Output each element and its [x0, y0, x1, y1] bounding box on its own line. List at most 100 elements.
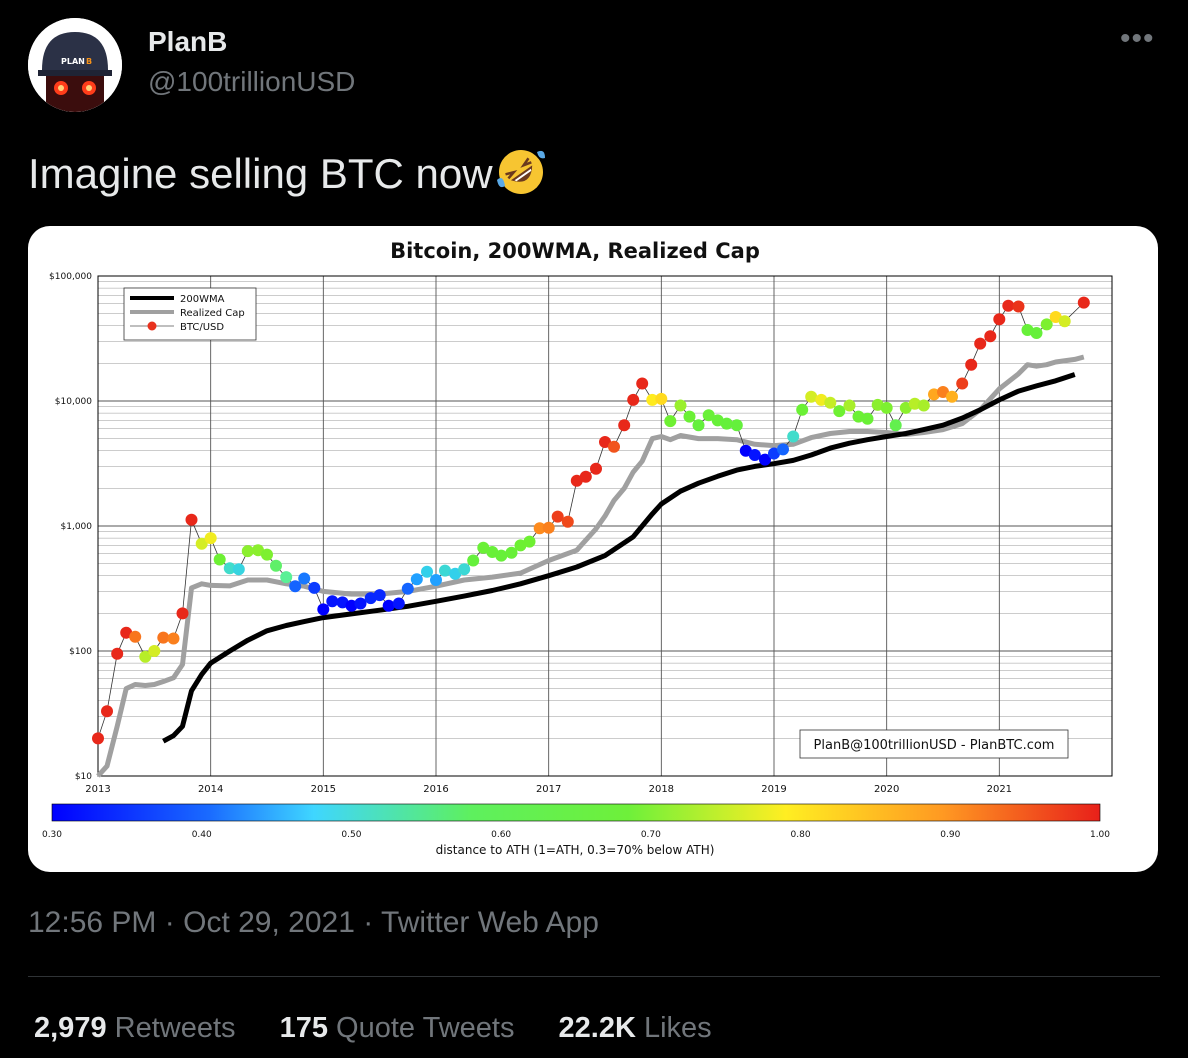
divider [28, 976, 1160, 977]
retweets-count: 2,979 [34, 1012, 107, 1044]
btc-price-point [551, 510, 564, 523]
btc-price-point [326, 595, 339, 608]
btc-price-point [861, 412, 874, 425]
btc-price-point [223, 562, 236, 575]
btc-price-point [523, 535, 536, 548]
avatar[interactable]: PLAN B [28, 18, 122, 112]
btc-price-point [421, 565, 433, 578]
y-tick-label: $10,000 [55, 397, 92, 407]
meta-separator-2: · [363, 906, 374, 939]
more-options-icon[interactable]: ••• [1120, 22, 1155, 55]
chart-major-grid [97, 275, 1112, 777]
x-tick-label: 2014 [198, 784, 223, 795]
btc-price-point [1030, 327, 1043, 339]
author-handle[interactable]: @100trillionUSD [148, 66, 356, 97]
y-tick-label: $100 [69, 647, 92, 657]
btc-price-point [148, 645, 161, 657]
btc-price-point [542, 521, 555, 534]
btc-price-point [185, 513, 198, 526]
colorbar [51, 803, 1101, 822]
btc-price-point [993, 313, 1006, 326]
btc-price-point [204, 532, 217, 545]
colorbar-tick-label: 0.70 [641, 830, 661, 840]
btc-price-point [495, 549, 508, 562]
btc-price-point [533, 522, 546, 535]
btc-price-point [129, 630, 142, 643]
chart-title: Bitcoin, 200WMA, Realized Cap [390, 239, 760, 263]
btc-price-point [627, 393, 640, 406]
colorbar-tick-label: 0.80 [791, 830, 811, 840]
btc-price-point [308, 581, 321, 594]
tweet-meta: 12:56 PM · Oct 29, 2021 · Twitter Web Ap… [28, 906, 599, 940]
btc-price-point [176, 607, 189, 620]
btc-price-point [974, 337, 987, 350]
tweet-date[interactable]: Oct 29, 2021 [183, 906, 355, 939]
colorbar-tick-label: 0.50 [341, 830, 361, 840]
btc-price-point [401, 582, 414, 595]
y-axis: $10 $100 $1,000 $10,000 $100,000 [49, 272, 92, 782]
btc-price-point [946, 390, 958, 403]
btc-price-point [880, 401, 893, 414]
colorbar-tick-label: 0.60 [491, 830, 511, 840]
btc-price-point [646, 393, 659, 406]
btc-price-point [392, 597, 405, 610]
btc-price-point [486, 546, 499, 558]
tweet-media-chart[interactable]: Bitcoin, 200WMA, Realized Cap $10 $100 $1,… [28, 226, 1158, 872]
btc-price-point [449, 567, 462, 580]
btc-price-point [261, 548, 273, 561]
x-tick-label: 2020 [874, 784, 899, 795]
retweets-label: Retweets [114, 1012, 236, 1044]
btc-price-point [195, 537, 208, 550]
quote-tweets-stat[interactable]: 175 Quote Tweets [280, 1012, 515, 1044]
btc-price-point [759, 453, 771, 466]
colorbar-ticks: 0.30 0.40 0.50 0.60 0.70 0.80 0.90 1.00 [42, 830, 1110, 840]
author-name[interactable]: PlanB [148, 26, 228, 57]
retweets-stat[interactable]: 2,979 Retweets [34, 1012, 236, 1044]
chart-price-points [92, 296, 1090, 745]
colorbar-label: distance to ATH (1=ATH, 0.3=70% below AT… [436, 843, 715, 857]
chart-watermark: PlanB@100trillionUSD - PlanBTC.com [799, 729, 1069, 759]
btc-price-point [796, 403, 809, 416]
btc-price-point [458, 563, 471, 576]
btc-price-point [739, 444, 752, 457]
btc-price-point [505, 546, 518, 559]
chart-legend: 200WMA Realized Cap BTC/USD [123, 287, 257, 341]
btc-price-point [280, 571, 293, 584]
btc-price-point [561, 515, 574, 528]
btc-price-point [692, 419, 705, 432]
legend-realized-cap: Realized Cap [180, 308, 245, 319]
btc-price-point [674, 399, 687, 412]
btc-price-point [599, 436, 611, 448]
btc-price-point [120, 626, 133, 639]
btc-price-point [570, 474, 583, 487]
btc-price-point [213, 553, 226, 566]
likes-stat[interactable]: 22.2K Likes [559, 1012, 712, 1044]
btc-price-point [270, 559, 282, 572]
btc-price-point [317, 603, 330, 616]
btc-price-point [608, 440, 620, 453]
avatar-image: PLAN B [28, 18, 122, 112]
avatar-cap-text: PLAN [61, 57, 85, 66]
btc-price-point [965, 358, 978, 371]
legend-btc-usd: BTC/USD [180, 322, 224, 333]
btc-price-point [618, 419, 631, 432]
btc-price-point [373, 589, 386, 602]
btc-price-point [889, 419, 902, 432]
x-tick-label: 2019 [761, 784, 786, 795]
btc-price-point [579, 470, 592, 483]
btc-price-point [92, 732, 104, 745]
btc-price-point [956, 377, 969, 390]
chart-series-lines [96, 302, 1085, 778]
tweet-stats: 2,979 Retweets 175 Quote Tweets 22.2K Li… [34, 1012, 748, 1045]
btc-price-point [655, 392, 668, 405]
meta-separator: · [164, 906, 175, 939]
tweet-source[interactable]: Twitter Web App [381, 906, 599, 939]
watermark-text: PlanB@100trillionUSD - PlanBTC.com [814, 738, 1055, 753]
btc-price-point [636, 377, 649, 390]
colorbar-tick-label: 0.30 [42, 830, 62, 840]
tweet-time[interactable]: 12:56 PM [28, 906, 157, 939]
btc-price-point [252, 544, 264, 557]
x-tick-label: 2018 [649, 784, 674, 795]
btc-price-point [984, 330, 997, 343]
realized-cap-line [96, 354, 1085, 778]
